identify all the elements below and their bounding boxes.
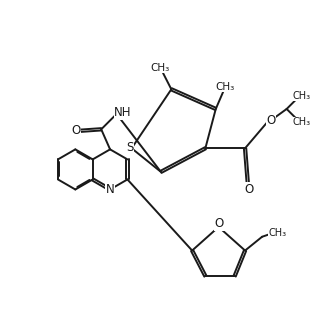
Text: NH: NH [114, 106, 132, 119]
Text: CH₃: CH₃ [292, 91, 310, 101]
Text: O: O [266, 114, 275, 127]
Text: S: S [126, 141, 134, 153]
Text: O: O [245, 182, 254, 196]
Text: N: N [106, 183, 115, 196]
Text: O: O [71, 124, 80, 137]
Text: CH₃: CH₃ [269, 228, 287, 238]
Text: CH₃: CH₃ [215, 82, 234, 91]
Text: CH₃: CH₃ [292, 117, 310, 127]
Text: CH₃: CH₃ [150, 63, 169, 73]
Text: O: O [215, 217, 224, 230]
